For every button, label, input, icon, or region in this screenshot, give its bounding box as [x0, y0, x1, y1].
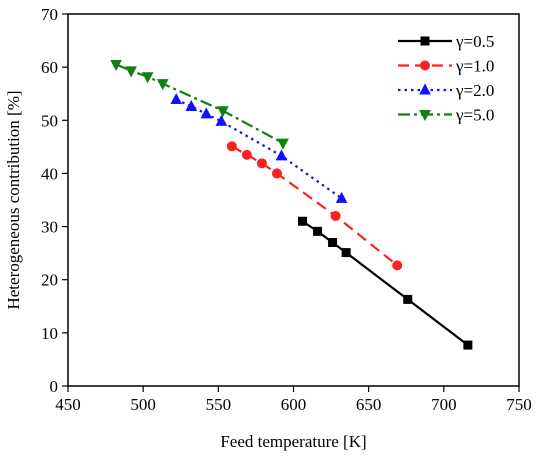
x-tick-label: 700	[431, 395, 457, 414]
data-point	[256, 158, 267, 169]
data-point	[277, 138, 289, 150]
y-tick-label: 50	[41, 111, 58, 130]
data-point	[110, 59, 122, 72]
data-point	[185, 99, 198, 111]
y-tick-label: 60	[41, 58, 58, 77]
data-point	[156, 79, 169, 91]
x-axis-title: Feed temperature [K]	[220, 432, 366, 451]
data-point	[241, 149, 252, 160]
legend-label: γ=2.0	[455, 81, 494, 100]
x-tick-label: 450	[55, 395, 81, 414]
series-line	[231, 145, 398, 267]
data-point	[275, 149, 288, 161]
y-tick-label: 10	[41, 324, 58, 343]
data-point	[328, 238, 338, 248]
y-tick-label: 70	[41, 5, 58, 24]
x-tick-label: 600	[281, 395, 307, 414]
data-point	[200, 107, 213, 119]
y-axis-title: Heterogeneous contribution [%]	[4, 90, 23, 309]
y-tick-label: 0	[50, 377, 59, 396]
legend-item-3: γ=2.0	[398, 81, 494, 100]
plot-area-frame	[67, 13, 520, 387]
data-point	[125, 66, 137, 78]
y-tick-label: 30	[41, 218, 58, 237]
data-point	[170, 92, 183, 105]
x-tick-label: 650	[356, 395, 382, 414]
y-tick-label: 40	[41, 164, 58, 183]
series-layer	[110, 59, 473, 350]
data-point	[141, 72, 154, 84]
series-line	[301, 220, 469, 346]
data-point	[226, 141, 237, 152]
legend-label: γ=5.0	[455, 106, 494, 125]
data-point	[217, 106, 229, 118]
x-tick-label: 550	[206, 395, 232, 414]
x-tick-label: 750	[506, 395, 532, 414]
series-4	[110, 59, 289, 150]
series-2	[226, 141, 403, 271]
data-point	[335, 191, 348, 203]
data-point	[341, 248, 351, 258]
legend-marker	[419, 110, 431, 122]
data-point	[463, 340, 473, 350]
series-line	[115, 63, 284, 145]
data-point	[330, 210, 341, 221]
data-point	[313, 226, 323, 236]
legend-label: γ=1.0	[455, 57, 494, 76]
data-point	[392, 260, 403, 271]
series-3	[170, 92, 348, 203]
legend-item-1: γ=0.5	[398, 32, 494, 51]
y-tick-label: 20	[41, 271, 58, 290]
legend-label: γ=0.5	[455, 32, 494, 51]
legend-item-4: γ=5.0	[398, 106, 494, 125]
data-point	[215, 114, 228, 126]
legend-marker	[419, 83, 431, 95]
data-point	[298, 216, 308, 226]
axes: 450 500 550 600 650 700 750 0 10 20 30 40 50 60 70	[41, 5, 532, 414]
legend-item-2: γ=1.0	[398, 57, 494, 76]
legend-marker	[420, 60, 430, 71]
data-point	[403, 294, 413, 304]
series-line	[175, 98, 343, 200]
data-point	[271, 168, 282, 179]
legend-marker	[420, 36, 430, 46]
series-1	[298, 216, 473, 350]
x-tick-label: 500	[130, 395, 156, 414]
legend: γ=0.5 γ=1.0 γ=2.0 γ=5.0	[398, 32, 494, 125]
